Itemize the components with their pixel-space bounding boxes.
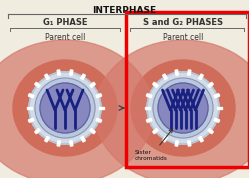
Polygon shape [69, 70, 73, 75]
Polygon shape [144, 107, 149, 109]
Circle shape [147, 72, 219, 144]
Ellipse shape [13, 60, 117, 156]
Text: Parent cell: Parent cell [163, 33, 203, 42]
Polygon shape [96, 118, 102, 122]
Polygon shape [146, 94, 152, 98]
Polygon shape [187, 70, 191, 75]
Polygon shape [146, 118, 152, 122]
Polygon shape [187, 141, 191, 146]
Circle shape [40, 83, 90, 133]
Polygon shape [90, 129, 95, 134]
Polygon shape [26, 107, 32, 109]
Polygon shape [81, 136, 85, 142]
Polygon shape [69, 141, 73, 146]
Text: G₁ PHASE: G₁ PHASE [43, 18, 87, 27]
Polygon shape [35, 82, 40, 87]
Polygon shape [175, 141, 179, 146]
Ellipse shape [95, 40, 249, 178]
Polygon shape [175, 70, 179, 75]
Polygon shape [99, 107, 104, 109]
Text: INTERPHASE: INTERPHASE [92, 6, 157, 15]
Polygon shape [163, 74, 167, 80]
Polygon shape [214, 118, 220, 122]
Polygon shape [57, 70, 61, 75]
Bar [126, 12, 249, 167]
Polygon shape [35, 129, 40, 134]
Text: Sister
chromatids: Sister chromatids [135, 129, 173, 161]
Polygon shape [45, 74, 49, 80]
Ellipse shape [0, 40, 153, 178]
Polygon shape [214, 94, 220, 98]
Polygon shape [81, 74, 85, 80]
Polygon shape [216, 107, 222, 109]
Ellipse shape [131, 60, 235, 156]
Polygon shape [163, 136, 167, 142]
Text: Parent cell: Parent cell [45, 33, 85, 42]
Polygon shape [199, 74, 203, 80]
Circle shape [35, 78, 95, 138]
Polygon shape [90, 82, 95, 87]
Text: S and G₂ PHASES: S and G₂ PHASES [143, 18, 223, 27]
Polygon shape [153, 82, 158, 87]
Circle shape [153, 78, 213, 138]
Polygon shape [28, 94, 34, 98]
Polygon shape [199, 136, 203, 142]
Circle shape [158, 83, 208, 133]
Polygon shape [57, 141, 61, 146]
Polygon shape [45, 136, 49, 142]
Polygon shape [96, 94, 102, 98]
Circle shape [29, 72, 101, 144]
Polygon shape [208, 129, 213, 134]
Polygon shape [28, 118, 34, 122]
Polygon shape [208, 82, 213, 87]
Polygon shape [153, 129, 158, 134]
